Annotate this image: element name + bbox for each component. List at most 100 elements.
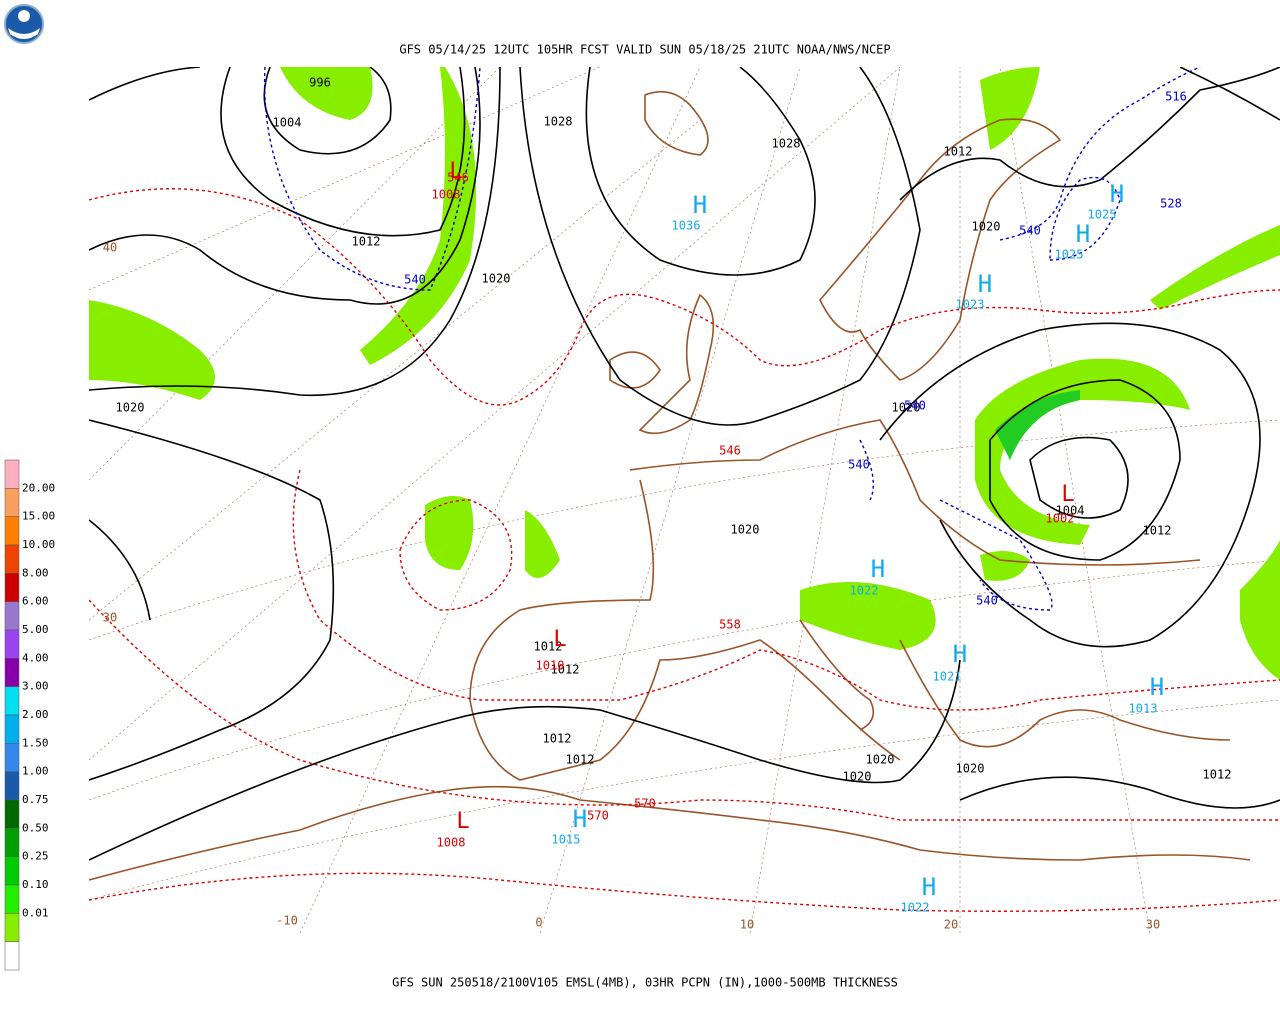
map-area: [89, 67, 1280, 933]
legend-swatch: [4, 573, 20, 602]
map-title: GFS 05/14/25 12UTC 105HR FCST VALID SUN …: [399, 43, 890, 57]
noaa-logo: [4, 4, 44, 44]
legend-label: 20.00: [22, 481, 55, 494]
legend-label: 4.00: [22, 651, 49, 664]
high-pressure: 1025: [1055, 248, 1084, 262]
thickness-label: 528: [1160, 197, 1182, 211]
high-symbol: H: [693, 191, 707, 219]
thickness-label: 540: [404, 273, 426, 287]
graticule-label: 30: [1146, 918, 1160, 932]
low-symbol: L: [456, 809, 469, 834]
high-pressure: 1021: [933, 670, 962, 684]
thickness-label: 546: [447, 171, 469, 185]
precipitation: [89, 67, 1280, 680]
low-pressure: 1008: [432, 188, 461, 202]
graticule-label: 40: [103, 241, 117, 255]
isobar-label: 1012: [534, 640, 563, 654]
legend-swatch: [4, 828, 20, 857]
low-pressure: 1008: [437, 836, 466, 850]
high-pressure: 1025: [1088, 208, 1117, 222]
legend-label: 2.00: [22, 708, 49, 721]
isobar-label: 1020: [731, 523, 760, 537]
isobar-label: 1020: [866, 753, 895, 767]
isobar-label: 1004: [273, 116, 302, 130]
legend-swatch: [4, 771, 20, 801]
legend-swatch: [4, 488, 20, 517]
high-pressure: 1015: [552, 833, 581, 847]
isobar-label: 1004: [1056, 504, 1085, 518]
high-pressure: 1036: [672, 219, 701, 233]
thickness-label: 516: [1165, 90, 1187, 104]
legend-swatch: [4, 913, 20, 942]
thickness-label: 546: [719, 444, 741, 458]
low-symbol: L: [449, 159, 462, 184]
thickness-label: 540: [848, 458, 870, 472]
graticule-label: 10: [740, 918, 754, 932]
isobar-label: 1020: [843, 770, 872, 784]
isobar-label: 1020: [892, 401, 921, 415]
legend-label: 10.00: [22, 538, 55, 551]
thickness-label: 540: [1019, 224, 1041, 238]
legend-swatch: [4, 743, 20, 772]
high-symbol: H: [1150, 673, 1164, 701]
isobar-label: 1028: [772, 137, 801, 151]
legend-label: 1.00: [22, 765, 49, 778]
legend-label: 0.01: [22, 906, 49, 919]
high-symbol: H: [953, 640, 967, 668]
legend-label: 0.75: [22, 793, 49, 806]
graticule-label: 0: [535, 916, 542, 930]
legend-label: 0.25: [22, 850, 49, 863]
legend-swatch: [4, 544, 20, 574]
isobar-label: 996: [309, 76, 331, 90]
isobar-label: 1020: [956, 762, 985, 776]
legend-swatch: [4, 459, 20, 489]
graticule-label: -10: [276, 914, 298, 928]
legend-label: 1.50: [22, 736, 49, 749]
legend-swatch: [4, 516, 20, 546]
high-pressure: 1022: [901, 901, 930, 915]
isobar-label: 1012: [1203, 768, 1232, 782]
legend-swatch: [4, 856, 20, 886]
low-pressure: 1002: [1046, 512, 1075, 526]
legend-label: 8.00: [22, 566, 49, 579]
isobar-label: 1012: [352, 235, 381, 249]
isobar-label: 1028: [544, 115, 573, 129]
low-symbol: L: [553, 627, 566, 652]
legend-swatch: [4, 629, 20, 659]
legend-swatch: [4, 686, 20, 716]
high-symbol: H: [871, 555, 885, 583]
legend-swatch: [4, 941, 20, 971]
legend-label: 0.10: [22, 878, 49, 891]
thickness-label: 570: [634, 797, 656, 811]
isobar-label: 1012: [551, 663, 580, 677]
map-caption: GFS SUN 250518/2100V105 EMSL(4MB), 03HR …: [392, 976, 898, 990]
thickness-lines: [89, 67, 1280, 912]
precip-legend: 20.00 15.00 10.00 8.00 6.00 5.00 4.00 3.00 2.00 1…: [4, 459, 55, 971]
isobar-label: 1012: [1143, 524, 1172, 538]
thickness-label: 558: [719, 618, 741, 632]
high-pressure: 1013: [1129, 702, 1158, 716]
isobar-label: 1020: [972, 220, 1001, 234]
legend-label: 0.50: [22, 821, 49, 834]
legend-label: 3.00: [22, 680, 49, 693]
graticule-label: 30: [103, 611, 117, 625]
high-pressure: 1022: [850, 584, 879, 598]
legend-label: 15.00: [22, 510, 55, 523]
high-symbol: H: [573, 805, 587, 833]
isobar-label: 1020: [116, 401, 145, 415]
legend-swatch: [4, 601, 20, 631]
graticule-label: 20: [944, 918, 958, 932]
isobar-label: 1012: [944, 145, 973, 159]
legend-swatch: [4, 799, 20, 829]
isobar-label: 1020: [482, 272, 511, 286]
legend-label: 6.00: [22, 595, 49, 608]
high-symbol: H: [1110, 180, 1124, 208]
coastlines: [89, 90, 1251, 881]
isobar-label: 1012: [566, 753, 595, 767]
isobar-label: 1012: [543, 732, 572, 746]
legend-label: 5.00: [22, 623, 49, 636]
high-symbol: H: [922, 873, 936, 901]
legend-swatch: [4, 658, 20, 687]
